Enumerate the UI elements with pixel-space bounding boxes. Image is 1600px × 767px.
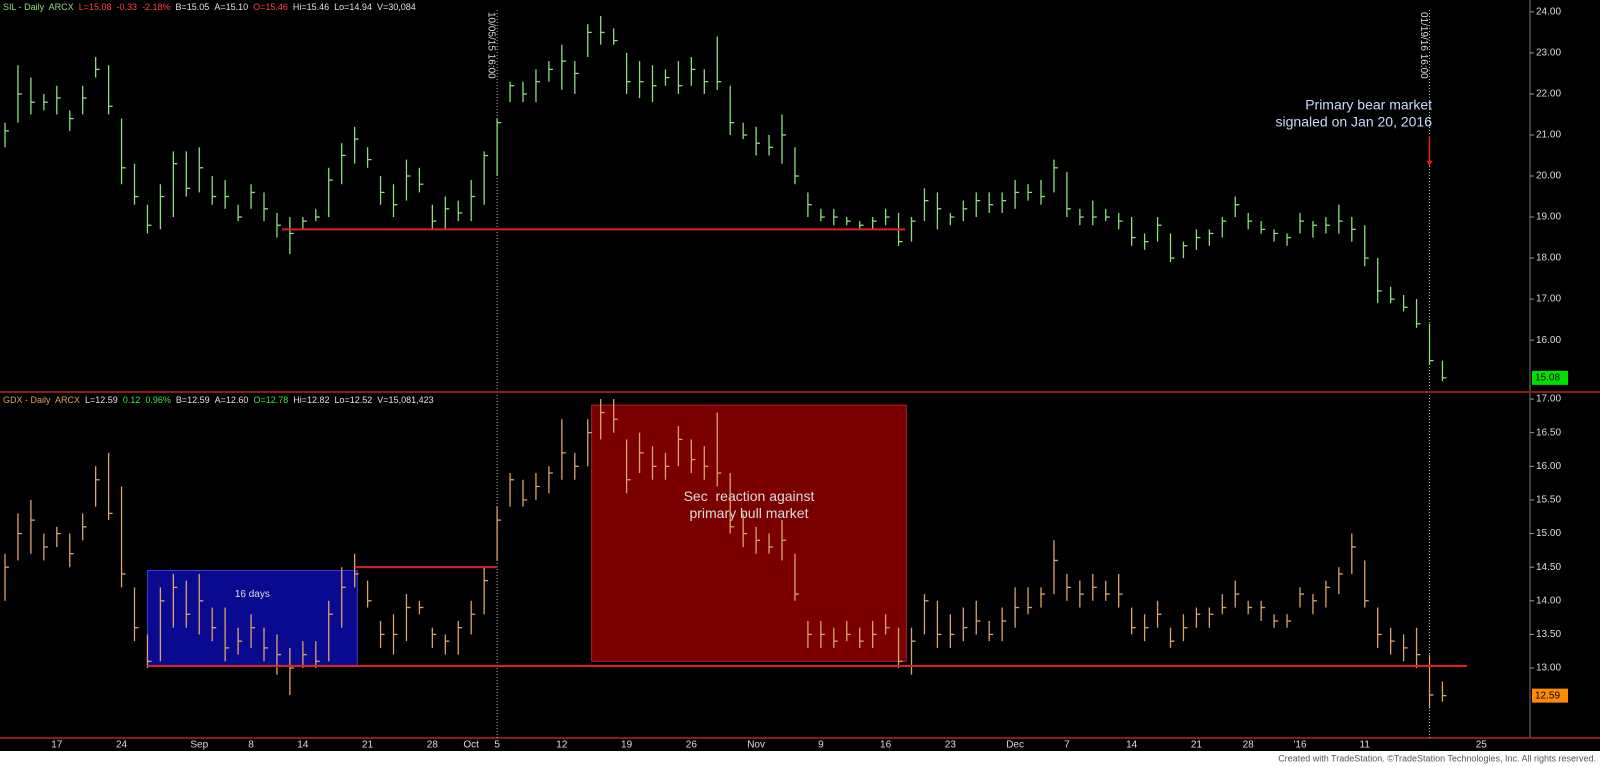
y-tick-label: 13.00: [1536, 663, 1561, 674]
x-tick-label: 21: [362, 740, 374, 751]
box-label: Sec reaction against: [684, 488, 815, 504]
x-tick-label: 14: [1126, 740, 1138, 751]
annotation: Primary bear market: [1305, 97, 1432, 113]
y-tick-label: 20.00: [1536, 171, 1561, 182]
header-item: V=15,081,423: [377, 395, 433, 405]
header-item: Hi=15.46: [293, 2, 329, 12]
x-tick-label: 7: [1064, 740, 1070, 751]
highlight-box: [591, 404, 907, 662]
x-tick-label: 14: [297, 740, 309, 751]
x-tick-label: 28: [1243, 740, 1255, 751]
y-tick-label: 21.00: [1536, 130, 1561, 141]
box-label: primary bull market: [689, 505, 808, 521]
x-tick-label: 17: [51, 740, 63, 751]
y-tick-label: 22.00: [1536, 89, 1561, 100]
header-item: -2.18%: [142, 2, 171, 12]
last-price-label: 12.59: [1535, 690, 1560, 701]
header-item: O=12.78: [253, 395, 288, 405]
header-item: Hi=12.82: [293, 395, 329, 405]
footer: Created with TradeStation. ©TradeStation…: [1278, 753, 1596, 763]
y-tick-label: 16.50: [1536, 427, 1561, 438]
last-price-label: 15.08: [1535, 373, 1560, 384]
x-tick-label: 23: [945, 740, 957, 751]
annotation: signaled on Jan 20, 2016: [1276, 114, 1433, 130]
x-tick-label: '16: [1293, 740, 1306, 751]
header: SIL - Daily ARCX L=15.08 -0.33 -2.18% B=15.0…: [3, 2, 416, 12]
signal-arrowhead: [1426, 160, 1433, 166]
y-tick-label: 15.00: [1536, 528, 1561, 539]
highlight-box: [146, 570, 358, 666]
header: GDX - Daily ARCX L=12.59 0.12 0.96% B=12.59 A…: [3, 395, 434, 405]
x-tick-label: 21: [1191, 740, 1203, 751]
y-tick-label: 16.00: [1536, 335, 1561, 346]
y-tick-label: 24.00: [1536, 7, 1561, 18]
header-item: O=15.46: [253, 2, 288, 12]
header-item: L=12.59: [85, 395, 118, 405]
x-tick-label: 5: [494, 740, 500, 751]
x-tick-label: Sep: [190, 740, 208, 751]
x-tick-label: 28: [427, 740, 439, 751]
y-tick-label: 14.00: [1536, 595, 1561, 606]
event-label: 01/19/16 16:00: [1418, 12, 1429, 79]
x-tick-label: 9: [818, 740, 824, 751]
y-tick-label: 13.50: [1536, 629, 1561, 640]
x-tick-label: Dec: [1006, 740, 1024, 751]
x-tick-label: 24: [116, 740, 128, 751]
header-item: 0.96%: [145, 395, 171, 405]
last-price-box: [1532, 688, 1568, 703]
y-tick-label: 17.00: [1536, 394, 1561, 405]
header-item: B=12.59: [176, 395, 210, 405]
header-item: GDX - Daily ARCX: [3, 395, 80, 405]
y-tick-label: 14.50: [1536, 562, 1561, 573]
header-item: Lo=12.52: [335, 395, 373, 405]
y-tick-label: 17.00: [1536, 294, 1561, 305]
x-tick-label: Oct: [463, 740, 479, 751]
header-item: SIL - Daily ARCX: [3, 2, 74, 12]
x-tick-label: 19: [621, 740, 633, 751]
header-item: Lo=14.94: [334, 2, 372, 12]
y-tick-label: 23.00: [1536, 48, 1561, 59]
header-item: A=12.60: [215, 395, 249, 405]
header-item: 0.12: [123, 395, 141, 405]
y-tick-label: 15.50: [1536, 495, 1561, 506]
event-label: 10/05/15 16:00: [485, 12, 496, 79]
last-price-box: [1532, 370, 1568, 385]
header-item: L=15.08: [79, 2, 112, 12]
x-tick-label: Nov: [747, 740, 765, 751]
header-item: -0.33: [116, 2, 137, 12]
x-tick-label: 11: [1360, 740, 1371, 751]
x-tick-label: 26: [686, 740, 698, 751]
header-item: B=15.05: [176, 2, 210, 12]
x-tick-label: 8: [248, 740, 254, 751]
x-tick-label: 12: [556, 740, 568, 751]
box-label: 16 days: [235, 589, 270, 600]
x-tick-label: 16: [880, 740, 892, 751]
y-tick-label: 19.00: [1536, 212, 1561, 223]
x-tick-label: 25: [1476, 740, 1488, 751]
y-tick-label: 18.00: [1536, 253, 1561, 264]
header-item: V=30,084: [377, 2, 416, 12]
y-tick-label: 16.00: [1536, 461, 1561, 472]
header-item: A=15.10: [214, 2, 248, 12]
